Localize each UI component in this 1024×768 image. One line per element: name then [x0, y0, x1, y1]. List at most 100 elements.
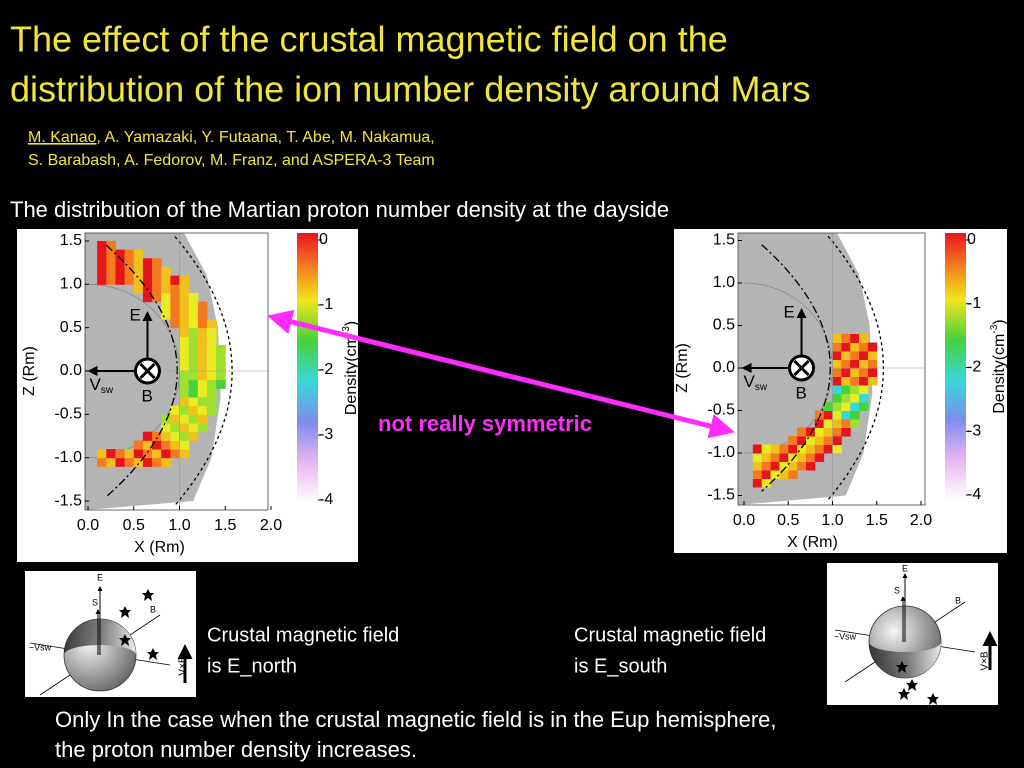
cell [170, 423, 180, 433]
cell [188, 362, 199, 372]
y-tick-label: -0.5 [54, 406, 82, 423]
cell [832, 376, 842, 386]
cell [770, 470, 780, 479]
y-tick-label: 1.5 [60, 232, 82, 249]
colorbar-tick-label: 0 [319, 231, 328, 248]
cell [97, 449, 107, 459]
cell [805, 427, 816, 437]
cell [179, 388, 190, 398]
cell [206, 327, 217, 337]
cell [797, 461, 807, 471]
cell [115, 275, 126, 285]
cell [814, 453, 825, 462]
cell [142, 258, 153, 268]
cell [152, 292, 162, 303]
cell [179, 414, 190, 424]
title-line: distribution of the ion number density a… [10, 69, 810, 110]
caption: is E_north [207, 655, 297, 677]
star [927, 693, 939, 705]
cell [779, 444, 789, 454]
cell [770, 461, 780, 471]
cell [152, 457, 162, 467]
cell [850, 393, 860, 403]
cell [823, 402, 833, 411]
cell [752, 478, 763, 488]
colorbar-tick-label: -3 [967, 422, 981, 439]
cell [142, 275, 153, 285]
cell [188, 388, 199, 398]
x-tick-label: 0.5 [777, 512, 799, 529]
cell [124, 266, 135, 277]
x-tick-label: 0.0 [77, 517, 99, 534]
cell [859, 351, 869, 360]
cell [170, 318, 180, 329]
cell [170, 449, 180, 459]
cell [161, 449, 171, 459]
authors-rest: , A. Yamazaki, Y. Futaana, T. Abe, M. Na… [96, 129, 434, 146]
cell [761, 444, 772, 454]
conclusion: the proton number density increases. [55, 737, 417, 762]
cell [97, 240, 107, 251]
cell [161, 284, 171, 294]
cell [97, 266, 107, 277]
cell [152, 266, 162, 277]
cell [206, 362, 217, 372]
cell [216, 353, 226, 363]
diagram-label: E [902, 563, 908, 573]
cell [179, 318, 190, 329]
cell [179, 362, 190, 372]
cell [859, 385, 869, 394]
cell [841, 427, 851, 437]
y-tick-label: 1.0 [60, 276, 82, 293]
cell [832, 393, 842, 403]
cell [179, 301, 190, 311]
cell [197, 327, 208, 337]
cell [197, 414, 208, 424]
cell [152, 284, 162, 294]
cell [161, 423, 171, 433]
cell [161, 457, 171, 467]
cell [197, 371, 208, 381]
cell [752, 453, 763, 462]
cell [170, 310, 180, 320]
cell [797, 444, 807, 454]
cell [216, 379, 226, 389]
colorbar-tick-label: -2 [319, 361, 333, 378]
cell [832, 427, 842, 437]
cell [779, 453, 789, 462]
hemisphere [869, 642, 941, 678]
cell [115, 258, 126, 268]
cell [152, 440, 162, 450]
cell [832, 444, 842, 454]
cell [850, 385, 860, 394]
cell [188, 405, 199, 415]
cell [206, 318, 217, 329]
star [906, 679, 918, 691]
cell [188, 310, 199, 320]
cell [161, 310, 171, 320]
cell [142, 292, 153, 303]
cell [841, 334, 851, 343]
cell [197, 336, 208, 346]
cell [850, 419, 860, 428]
cell [152, 275, 162, 285]
cell [832, 410, 842, 420]
bow-shock [174, 236, 233, 506]
cell [106, 449, 116, 459]
cell [142, 431, 153, 441]
x-tick-label: 1.0 [821, 512, 843, 529]
cell [106, 240, 116, 251]
cell [752, 444, 763, 454]
cell [850, 410, 860, 420]
colorbar-label-part: -3 [989, 324, 1000, 333]
cell [206, 397, 217, 407]
cell [133, 249, 144, 259]
cell [152, 449, 162, 459]
diagram-label: S [92, 597, 98, 607]
cell [867, 351, 878, 360]
cell [179, 423, 190, 433]
diagram-label: V×B [980, 651, 991, 671]
cell [841, 410, 851, 420]
x-tick-label: 0.0 [733, 512, 755, 529]
